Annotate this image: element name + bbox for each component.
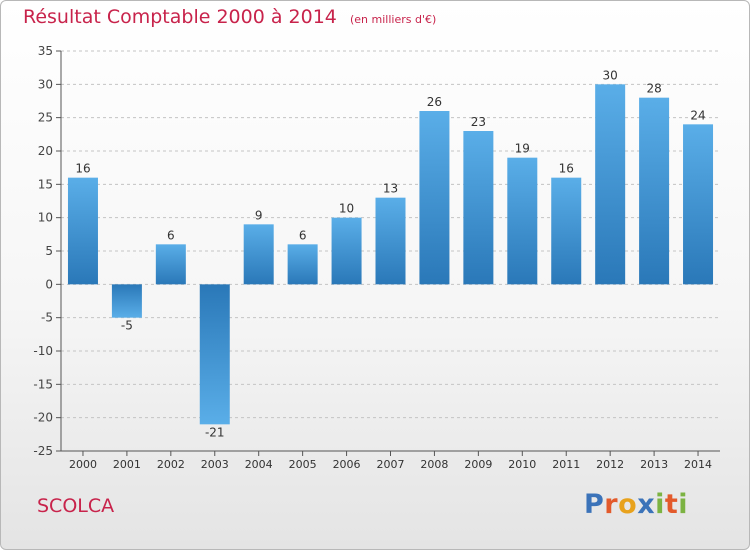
data-label: 26 — [427, 95, 442, 109]
x-tick-label: 2007 — [377, 458, 405, 471]
bar — [595, 84, 626, 285]
y-tick-label: 0 — [45, 277, 53, 291]
bar — [287, 244, 318, 285]
y-tick-label: 25 — [38, 111, 53, 125]
data-label: 6 — [299, 228, 307, 242]
commune-name: SCOLCA — [37, 495, 115, 517]
data-label: 30 — [603, 68, 618, 82]
x-tick-label: 2001 — [113, 458, 141, 471]
bar — [67, 177, 98, 285]
data-label: -5 — [121, 319, 133, 333]
y-tick-label: 20 — [38, 144, 53, 158]
y-tick-label: 10 — [38, 211, 53, 225]
bar — [199, 284, 230, 425]
x-tick-label: 2010 — [508, 458, 536, 471]
bar — [375, 197, 406, 285]
unit-note: (en milliers d'€) — [349, 13, 437, 26]
logo-letter: o — [618, 489, 638, 520]
x-tick-label: 2009 — [464, 458, 492, 471]
title-row: Résultat Comptable 2000 à 2014 (en milli… — [23, 6, 436, 28]
x-tick-label: 2013 — [640, 458, 668, 471]
y-tick-label: -10 — [33, 344, 53, 358]
chart-title: Résultat Comptable 2000 à 2014 — [23, 6, 337, 28]
x-tick-label: 2012 — [596, 458, 624, 471]
logo-letter: P — [584, 489, 605, 520]
data-label: 6 — [167, 228, 175, 242]
x-tick-label: 2011 — [552, 458, 580, 471]
data-label: 24 — [690, 108, 705, 122]
x-tick-label: 2006 — [333, 458, 361, 471]
x-tick-label: 2003 — [201, 458, 229, 471]
y-tick-label: -15 — [33, 377, 53, 391]
bar — [331, 217, 362, 285]
bar — [155, 244, 186, 285]
logo-letter: x — [637, 489, 656, 520]
bar — [551, 177, 582, 285]
data-label: 10 — [339, 202, 354, 216]
logo-letter: t — [664, 489, 679, 520]
x-tick-label: 2004 — [245, 458, 273, 471]
y-tick-label: -20 — [33, 411, 53, 425]
logo-letter: i — [678, 489, 689, 520]
data-label: 16 — [559, 162, 574, 176]
proxiti-logo: Proxiti — [584, 489, 688, 520]
y-tick-label: 5 — [45, 244, 53, 258]
logo-letter: r — [604, 489, 619, 520]
data-label: -21 — [205, 425, 225, 439]
y-tick-label: -5 — [41, 311, 53, 325]
bar — [419, 111, 450, 285]
bar — [463, 131, 494, 285]
data-label: 28 — [646, 82, 661, 96]
y-tick-label: 30 — [38, 77, 53, 91]
data-label: 19 — [515, 142, 530, 156]
x-tick-label: 2000 — [69, 458, 97, 471]
bar — [111, 284, 142, 318]
bar — [683, 124, 714, 285]
bar — [507, 157, 538, 285]
x-tick-label: 2005 — [289, 458, 317, 471]
x-tick-label: 2008 — [420, 458, 448, 471]
data-label: 13 — [383, 182, 398, 196]
logo-letter: i — [655, 489, 665, 520]
x-tick-label: 2014 — [684, 458, 712, 471]
y-tick-label: -25 — [33, 444, 53, 458]
x-tick-label: 2002 — [157, 458, 185, 471]
data-label: 23 — [471, 115, 486, 129]
y-tick-label: 35 — [38, 44, 53, 58]
bar — [243, 224, 274, 285]
bar — [639, 97, 670, 285]
data-label: 16 — [75, 162, 90, 176]
data-label: 9 — [255, 208, 263, 222]
y-tick-label: 15 — [38, 177, 53, 191]
